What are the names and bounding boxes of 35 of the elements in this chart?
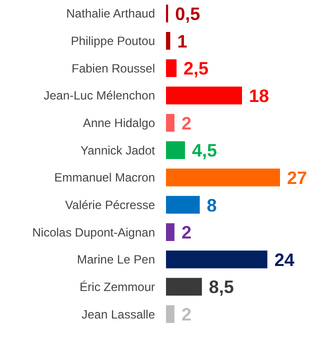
y-tick-label: Jean-Luc Mélenchon <box>44 88 155 103</box>
bar <box>166 59 177 78</box>
bar <box>166 114 174 132</box>
bar <box>166 168 280 186</box>
y-tick-label: Jean Lassalle <box>82 307 156 322</box>
bar <box>166 305 174 323</box>
bar <box>166 86 242 104</box>
y-tick-label: Yannick Jadot <box>80 143 156 158</box>
data-label: 8,5 <box>208 277 234 298</box>
bar <box>166 32 170 50</box>
data-label: 2 <box>181 304 192 325</box>
data-label: 2,5 <box>184 58 209 79</box>
bar <box>166 141 185 160</box>
data-label: 27 <box>287 168 308 188</box>
y-tick-label: Fabien Roussel <box>72 61 155 76</box>
bar <box>166 250 268 268</box>
y-tick-label: Anne Hidalgo <box>82 116 156 130</box>
bar <box>166 223 174 241</box>
y-tick-label: Marine Le Pen <box>76 252 155 267</box>
data-label: 1 <box>177 31 188 52</box>
data-label: 18 <box>249 86 270 106</box>
bar <box>166 278 202 296</box>
y-tick-label: Emmanuel Macron <box>54 170 155 185</box>
data-label: 2 <box>181 222 192 243</box>
y-tick-label: Nathalie Arthaud <box>66 6 155 21</box>
data-label: 24 <box>274 250 294 270</box>
y-tick-label: Nicolas Dupont-Aignan <box>32 225 155 240</box>
bar <box>166 196 200 214</box>
y-tick-label: Valérie Pécresse <box>65 198 156 212</box>
y-tick-label: Philippe Poutou <box>70 34 155 48</box>
data-label: 4,5 <box>192 140 218 161</box>
y-tick-label: Éric Zemmour <box>80 280 155 294</box>
data-label: 2 <box>181 113 192 134</box>
data-label: 8 <box>206 195 217 216</box>
data-label: 0,5 <box>175 4 200 24</box>
